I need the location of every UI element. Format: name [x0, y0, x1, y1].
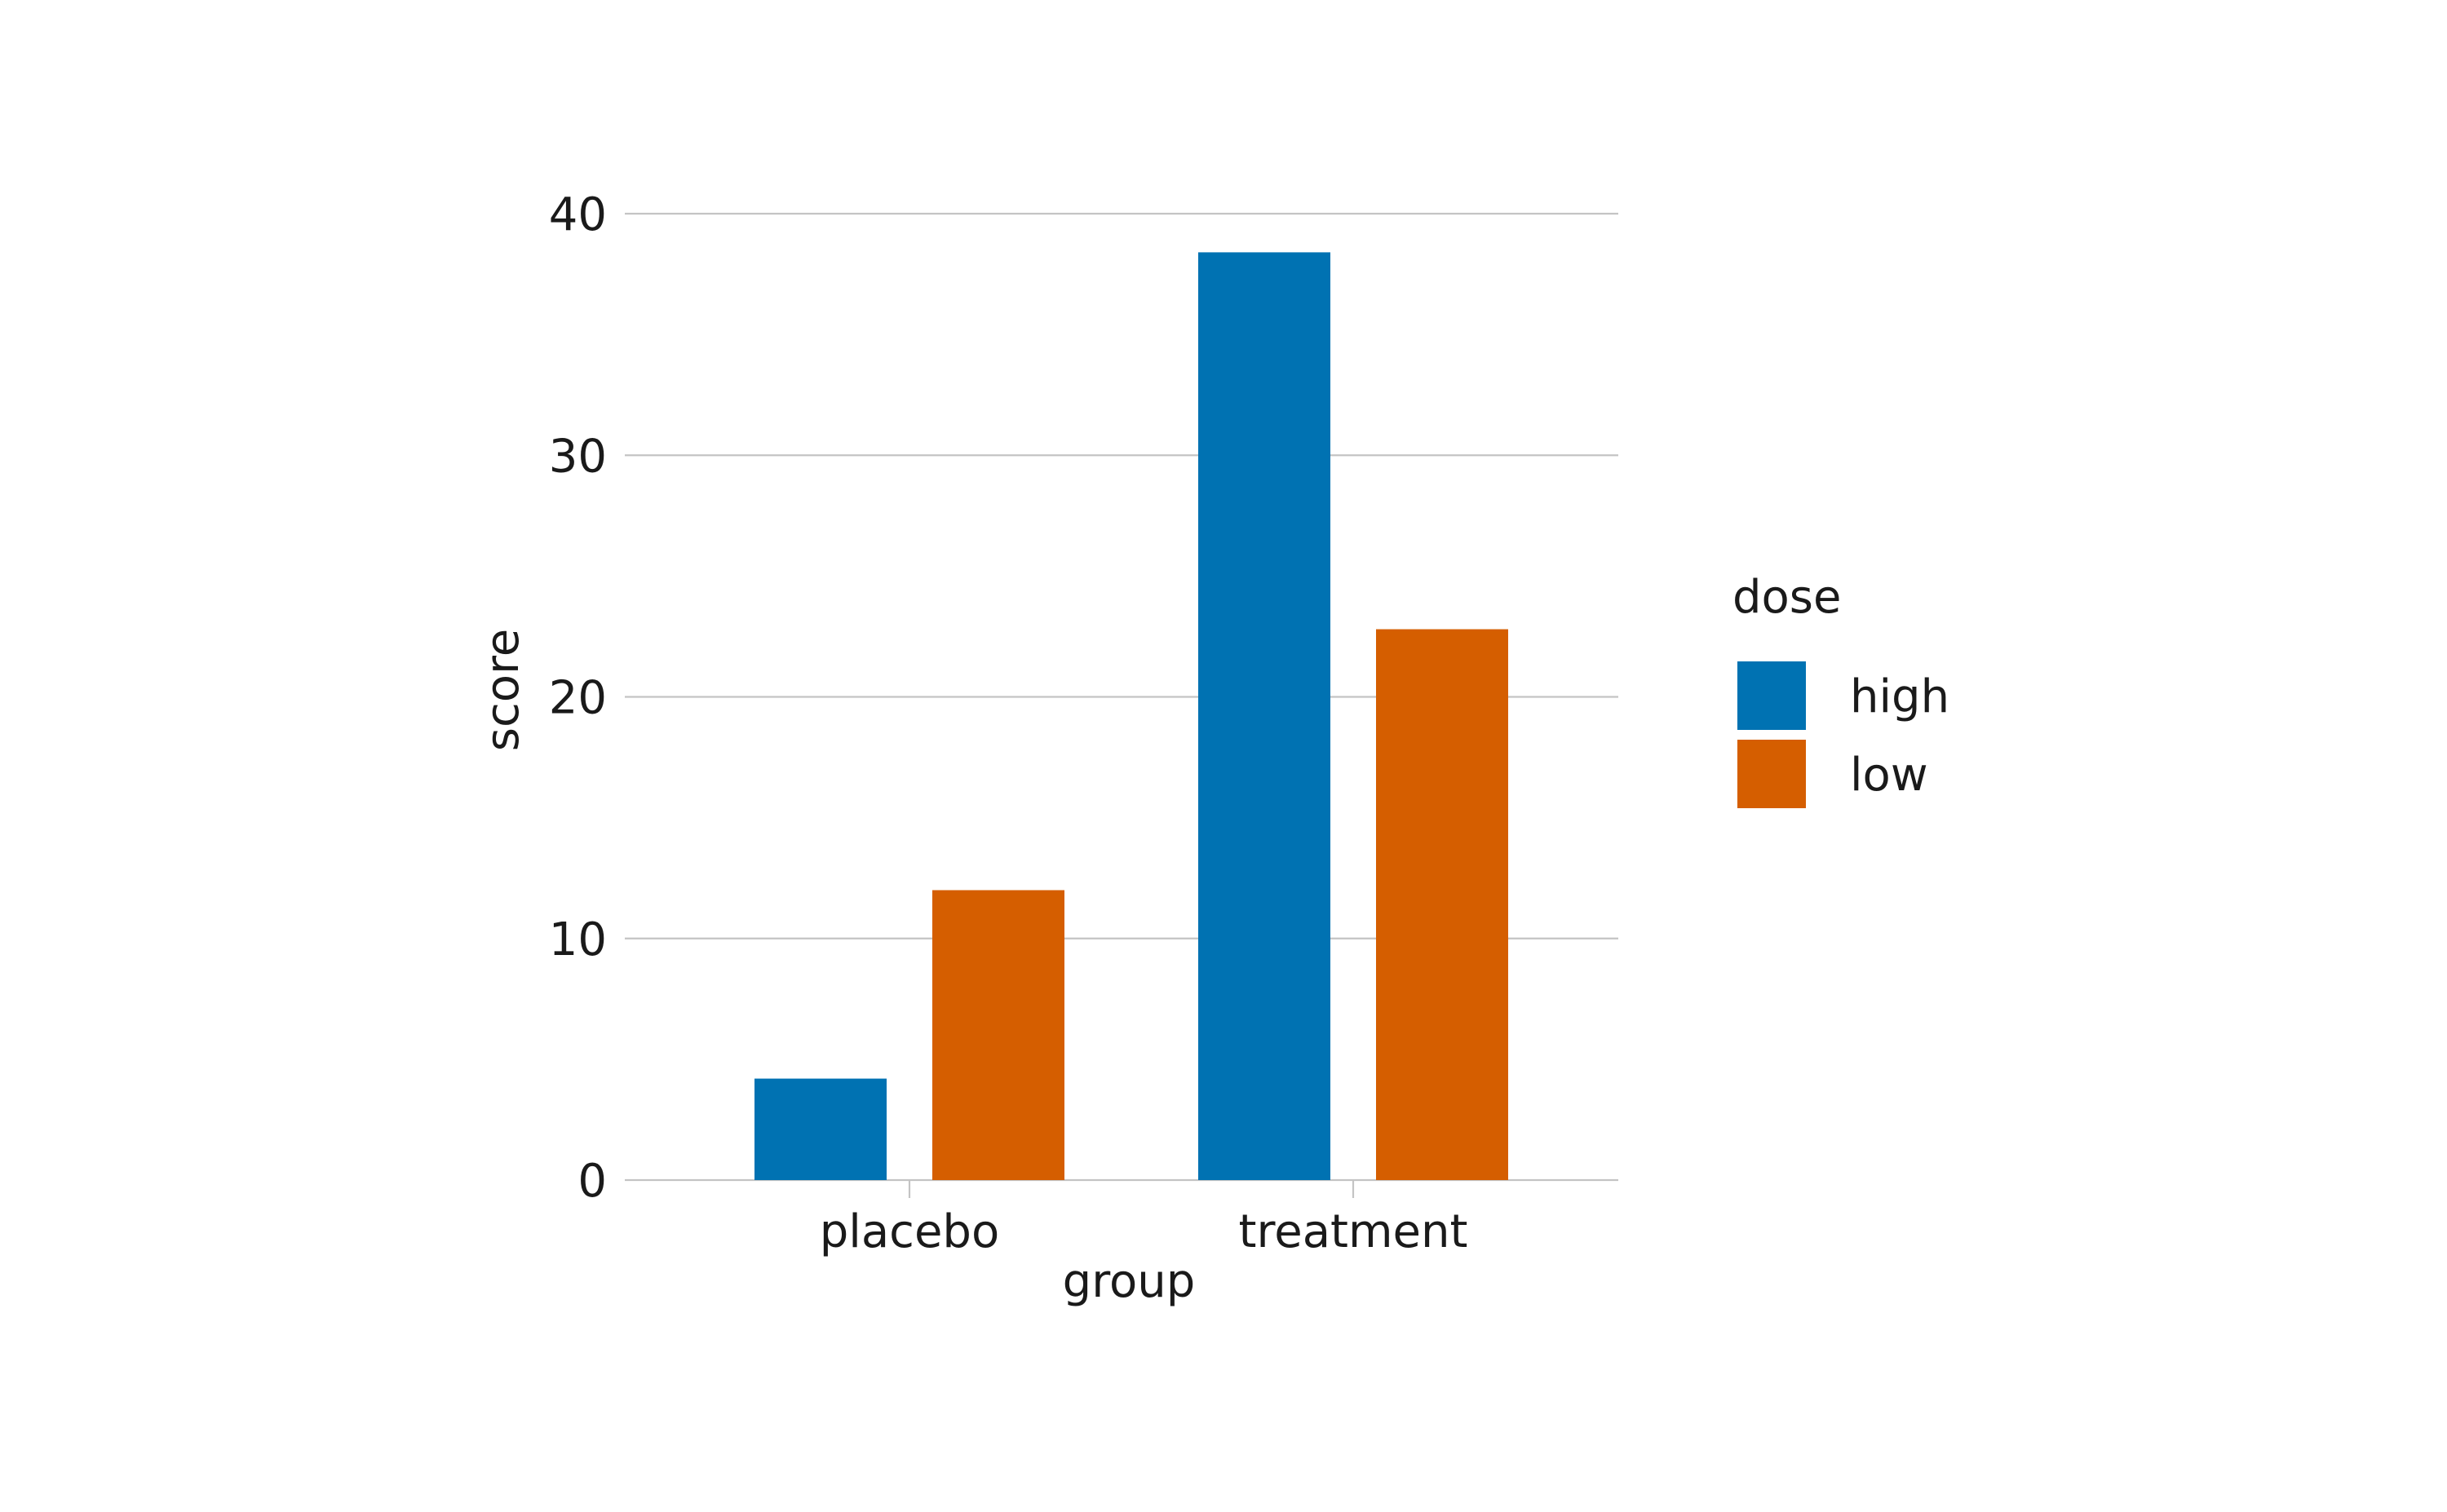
bars	[754, 252, 1508, 1180]
x-axis-ticks: placebo treatment	[820, 1180, 1468, 1258]
x-tick-label-placebo: placebo	[820, 1205, 999, 1258]
bar-placebo-low	[932, 890, 1064, 1180]
bar-placebo-high	[754, 1078, 887, 1180]
legend-items: high low	[1737, 661, 1949, 808]
y-tick-label: 0	[577, 1155, 607, 1208]
y-tick-label: 10	[549, 913, 607, 966]
legend-swatch-low	[1737, 740, 1806, 808]
y-axis-ticks: 0 10 20 30 40	[549, 188, 607, 1208]
y-tick-label: 20	[549, 672, 607, 725]
legend-swatch-high	[1737, 661, 1806, 730]
x-tick-label-treatment: treatment	[1239, 1205, 1468, 1258]
legend-title: dose	[1732, 571, 1841, 624]
y-axis-title: score	[476, 629, 529, 751]
legend: dose high low	[1732, 571, 1949, 808]
y-tick-label: 30	[549, 430, 607, 483]
legend-label-high: high	[1850, 670, 1949, 723]
bar-treatment-low	[1376, 629, 1508, 1180]
x-axis-title: group	[1063, 1255, 1196, 1308]
legend-label-low: low	[1850, 749, 1928, 802]
y-tick-label: 40	[549, 188, 607, 241]
bar-treatment-high	[1198, 252, 1330, 1180]
